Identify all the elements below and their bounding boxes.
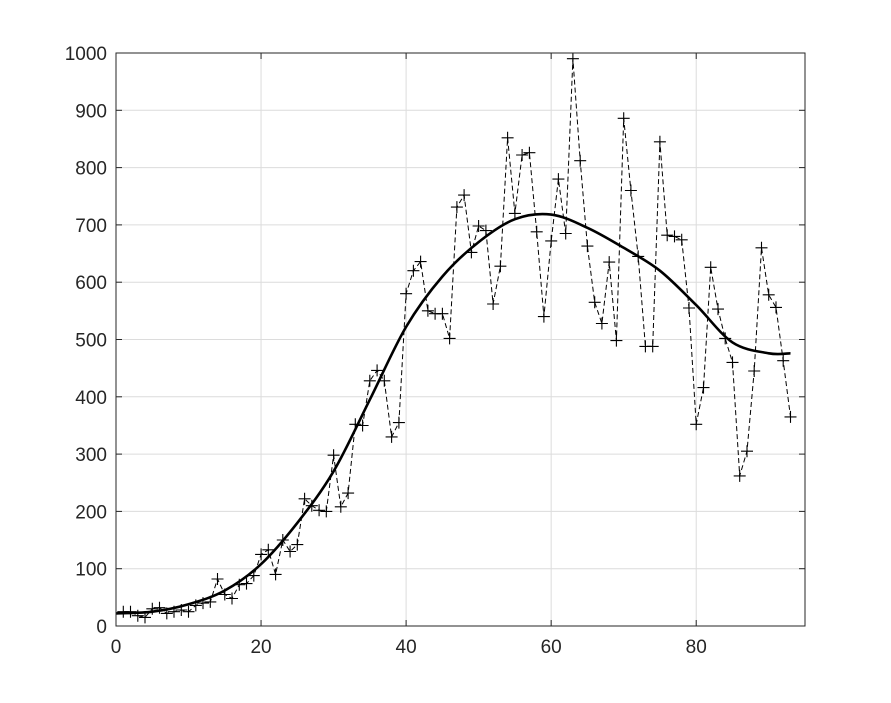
y-tick-label: 100 [75, 560, 107, 581]
data-point-marker [479, 224, 492, 237]
data-point-marker [414, 255, 427, 268]
data-point-marker [284, 545, 297, 558]
data-point-marker [784, 410, 797, 423]
data-point-marker [530, 225, 543, 238]
data-point-marker [450, 201, 463, 214]
x-tick-label: 60 [541, 637, 562, 658]
observed-markers [117, 52, 797, 624]
data-point-marker [559, 227, 572, 240]
data-point-marker [472, 220, 485, 232]
y-tick-label: 400 [75, 388, 107, 409]
data-point-marker [755, 241, 768, 254]
data-point-marker [371, 364, 384, 377]
x-tick-label: 40 [396, 637, 417, 658]
y-tick-label: 800 [75, 159, 107, 180]
data-point-marker [226, 592, 238, 605]
data-point-marker [523, 146, 536, 159]
data-point-marker [566, 52, 579, 65]
data-point-marker [291, 538, 304, 551]
data-point-marker [777, 354, 790, 367]
data-point-marker [683, 302, 695, 314]
data-point-marker [661, 229, 674, 242]
axes-ticks: 0 20 40 60 800100200300400500600700800900100… [65, 44, 805, 658]
data-point-marker [400, 287, 413, 300]
data-point-marker [240, 577, 253, 590]
plot-series [115, 52, 797, 624]
data-point-marker [552, 173, 565, 186]
data-point-marker [617, 112, 630, 125]
y-tick-label: 500 [75, 331, 107, 352]
data-point-marker [443, 332, 456, 345]
data-point-marker [392, 416, 405, 429]
data-point-marker [690, 418, 703, 431]
data-point-marker [421, 304, 434, 317]
data-point-marker [581, 240, 594, 253]
data-point-marker [436, 307, 449, 320]
grid-lines [115, 52, 805, 627]
data-point-marker [407, 264, 420, 277]
y-tick-label: 200 [75, 502, 107, 523]
data-point-marker [342, 487, 355, 500]
data-point-marker [733, 469, 746, 482]
data-point-marker [748, 365, 761, 377]
x-tick-label: 0 [111, 637, 122, 658]
x-tick-label: 80 [686, 637, 707, 658]
data-point-marker [501, 131, 514, 144]
data-point-marker [211, 573, 224, 585]
data-point-marker [298, 492, 311, 505]
data-point-marker [574, 154, 587, 167]
data-point-marker [762, 288, 775, 301]
data-point-marker [588, 296, 601, 309]
x-tick-label: 20 [250, 637, 271, 658]
data-point-marker [320, 505, 333, 518]
data-point-marker [595, 317, 608, 330]
y-tick-label: 1000 [65, 44, 107, 65]
data-point-marker [624, 184, 637, 197]
y-tick-label: 900 [75, 101, 107, 122]
y-tick-label: 0 [96, 617, 107, 638]
data-point-marker [712, 303, 724, 316]
data-point-marker [494, 260, 507, 273]
data-point-marker [516, 149, 529, 161]
data-point-marker [262, 543, 275, 556]
data-point-marker [653, 135, 666, 148]
smoothed-trend-line [115, 212, 791, 615]
data-point-marker [313, 504, 326, 517]
data-point-marker [255, 548, 268, 561]
data-point-marker [668, 230, 681, 243]
data-point-marker [704, 261, 717, 274]
data-point-marker [269, 568, 282, 581]
data-point-marker [334, 500, 347, 513]
data-point-marker [697, 381, 710, 394]
y-tick-label: 600 [75, 273, 107, 294]
data-point-marker [327, 449, 340, 462]
data-point-marker [385, 430, 398, 443]
data-point-marker [610, 334, 623, 347]
data-point-marker [741, 445, 753, 458]
data-point-marker [537, 310, 550, 323]
data-point-marker [675, 233, 688, 246]
data-point-marker [508, 207, 521, 220]
data-point-marker [487, 298, 500, 310]
y-tick-label: 700 [75, 216, 107, 237]
data-point-marker [770, 301, 782, 314]
observed-series-line [123, 58, 791, 618]
data-point-marker [458, 189, 471, 202]
data-point-marker [726, 356, 739, 369]
y-tick-label: 300 [75, 445, 107, 466]
data-point-marker [646, 340, 659, 353]
data-point-marker [545, 234, 558, 247]
data-point-marker [182, 605, 195, 618]
data-point-marker [363, 374, 376, 387]
data-point-marker [603, 256, 616, 269]
